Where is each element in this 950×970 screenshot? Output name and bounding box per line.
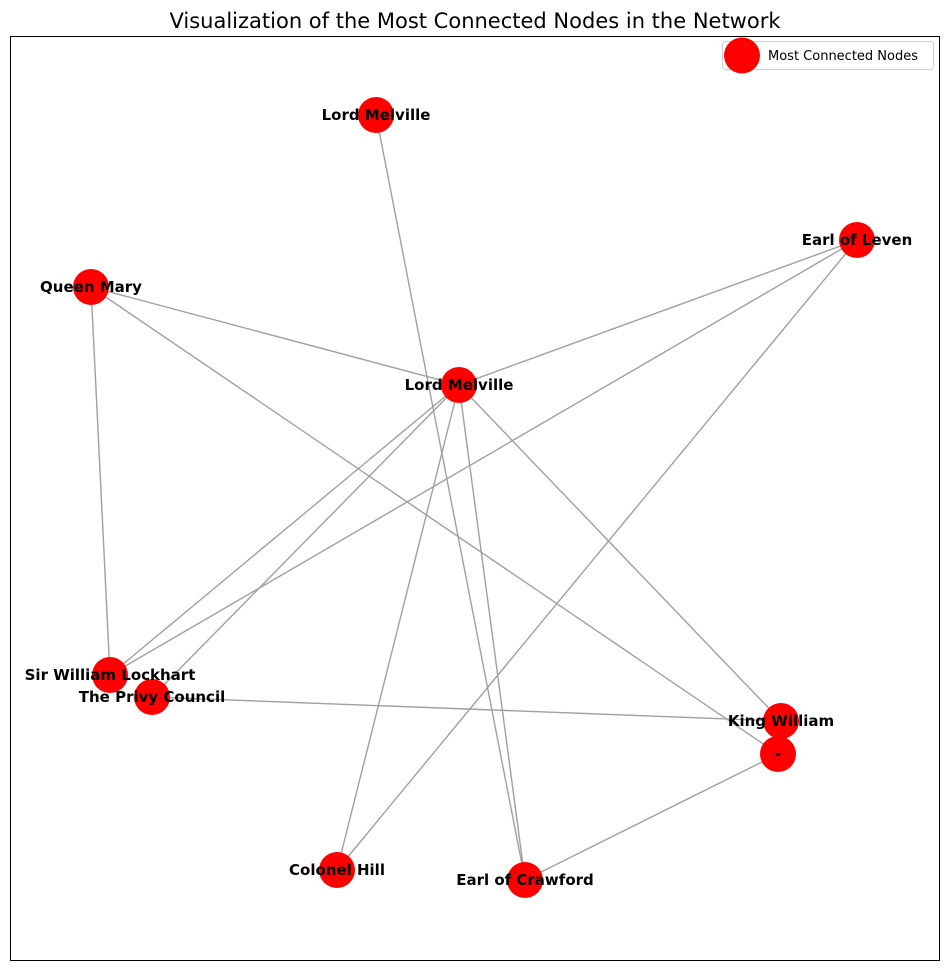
edges-layer [90,114,858,881]
node-label-dash: - [775,745,781,763]
labels-layer: Lord Melville Earl of Leven Queen Mary Lord… [25,106,913,889]
node-label-the-privy-council: The Privy Council [79,688,225,706]
edge-earl-of-leven-to-colonel-hill [336,239,858,871]
edge-the-privy-council-to-king-william [151,696,782,722]
edge-earl-of-leven-to-sir-william-lockhart [109,239,858,676]
node-earl-of-leven[interactable] [839,222,875,258]
edge-lord-melville-top-to-earl-of-crawford [375,114,526,881]
node-lord-melville-center[interactable] [441,367,477,403]
node-label-sir-william-lockhart: Sir William Lockhart [25,666,196,684]
edge-lord-melville-center-to-sir-william-lockhart [109,384,460,676]
node-king-william[interactable] [763,703,799,739]
node-label-king-william: King William [728,712,834,730]
node-label-earl-of-crawford: Earl of Crawford [456,871,594,889]
edge-queen-mary-to-dash [90,286,779,755]
node-colonel-hill[interactable] [319,852,355,888]
edge-lord-melville-center-to-earl-of-crawford [458,384,526,881]
plot-frame [10,36,940,961]
edge-lord-melville-center-to-colonel-hill [336,384,460,871]
legend-node-marker [724,37,760,74]
chart-title: Visualization of the Most Connected Node… [169,9,781,33]
node-dash[interactable] [760,736,796,772]
node-the-privy-council[interactable] [134,679,170,715]
edge-queen-mary-to-sir-william-lockhart [90,286,111,676]
node-label-earl-of-leven: Earl of Leven [802,231,913,249]
node-sir-william-lockhart[interactable] [92,657,128,693]
node-label-lord-melville-center: Lord Melville [405,376,514,394]
node-label-lord-melville-top: Lord Melville [322,106,431,124]
node-label-colonel-hill: Colonel Hill [289,861,385,879]
legend: Most Connected Nodes [722,37,934,74]
node-label-queen-mary: Queen Mary [40,278,142,296]
edge-dash-to-earl-of-crawford [524,753,779,881]
edge-lord-melville-center-to-king-william [458,384,782,722]
node-earl-of-crawford[interactable] [507,862,543,898]
legend-box [722,41,934,70]
edge-lord-melville-center-to-the-privy-council [151,384,460,698]
edge-queen-mary-to-lord-melville-center [90,286,460,386]
edge-earl-of-leven-to-lord-melville-center [458,239,858,386]
node-lord-melville-top[interactable] [358,97,394,133]
legend-label: Most Connected Nodes [768,49,918,64]
nodes-layer [73,97,875,898]
node-queen-mary[interactable] [73,269,109,305]
